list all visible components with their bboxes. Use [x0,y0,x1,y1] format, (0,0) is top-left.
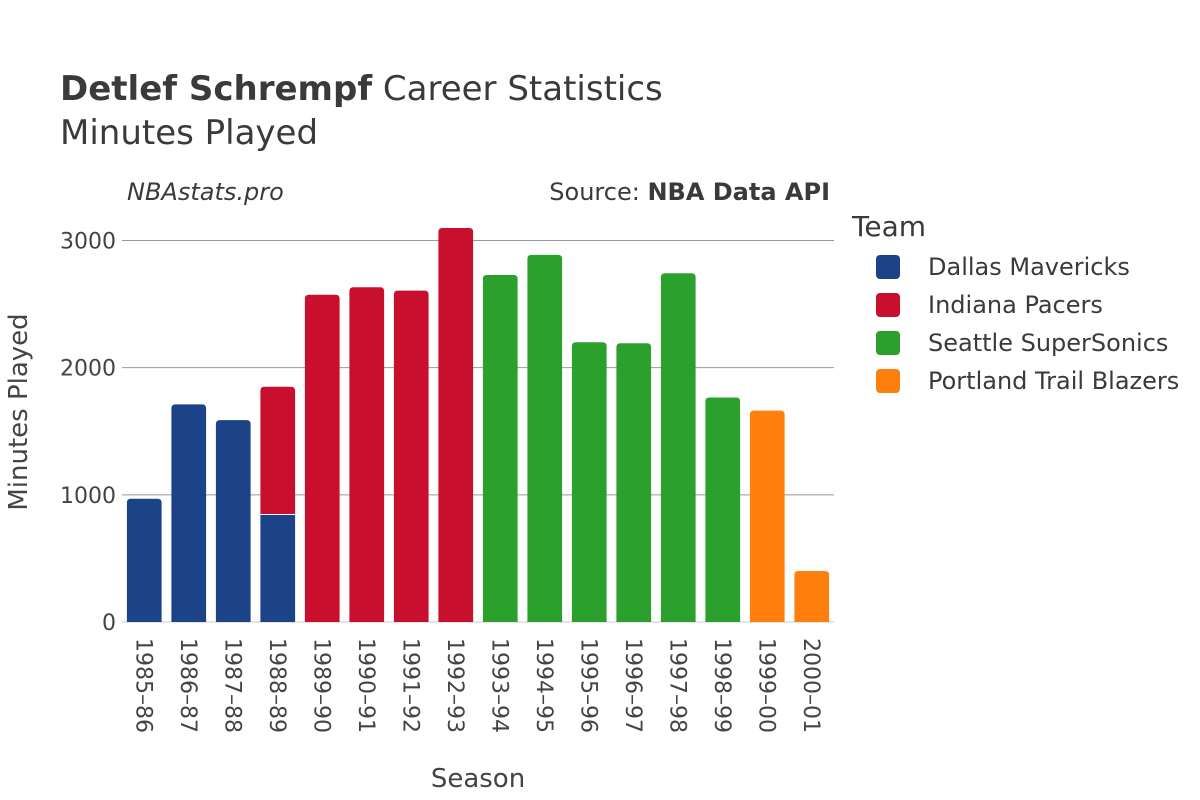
legend-label: Indiana Pacers [928,291,1103,319]
bar [349,287,385,622]
x-tick-label: 1994–95 [531,638,556,733]
x-tick-label: 1985–86 [130,638,155,733]
x-axis-ticks: 1985–86 1986–87 1987–88 1988–89 1989–90 1990–… [130,638,823,733]
bar [171,404,207,622]
bar [794,570,830,622]
bar [393,290,429,622]
x-tick-label: 1996–97 [620,638,645,733]
x-tick-label: 1999–00 [753,638,778,733]
legend-label: Seattle SuperSonics [928,329,1168,357]
bar [304,294,340,622]
legend-label: Dallas Mavericks [928,253,1130,281]
bar [482,275,518,622]
bar [749,410,785,622]
bar [571,342,607,622]
chart-title-bold: Detlef Schrempf [60,69,373,109]
bar [215,420,251,622]
legend-swatch [876,255,900,279]
x-tick-label: 2000–01 [798,638,823,733]
bar [260,514,296,622]
legend-item[interactable]: Dallas Mavericks [876,253,1130,281]
legend-label: Portland Trail Blazers [928,367,1179,395]
x-tick-label: 1989–90 [308,638,333,733]
bar [660,273,696,622]
x-tick-label: 1990–91 [353,638,378,733]
x-tick-label: 1987–88 [219,638,244,733]
legend-item[interactable]: Seattle SuperSonics [876,329,1168,357]
y-axis-title: Minutes Played [4,313,34,510]
legend-item[interactable]: Portland Trail Blazers [876,367,1179,395]
legend: Dallas Mavericks Indiana Pacers Seattle Su… [876,253,1179,395]
x-tick-label: 1988–89 [264,638,289,733]
y-tick-label: 0 [102,611,116,636]
x-tick-label: 1986–87 [175,638,200,733]
x-axis-title: Season [431,764,525,794]
bar [126,498,162,622]
chart-title: Detlef Schrempf Career Statistics [60,69,663,109]
y-tick-label: 1000 [60,484,116,509]
legend-swatch [876,331,900,355]
y-tick-label: 2000 [60,357,116,382]
watermark: NBAstats.pro [127,178,284,206]
bars [126,227,830,622]
chart-title-rest: Career Statistics [372,69,663,109]
bar [705,397,741,622]
source-prefix: Source: [549,178,647,206]
source-credit: Source: NBA Data API [549,178,830,206]
x-tick-label: 1997–98 [664,638,689,733]
bar [527,254,563,622]
x-tick-label: 1993–94 [486,638,511,733]
bar [616,343,652,622]
legend-swatch [876,293,900,317]
y-tick-label: 3000 [60,229,116,254]
legend-item[interactable]: Indiana Pacers [876,291,1103,319]
x-tick-label: 1998–99 [709,638,734,733]
legend-swatch [876,369,900,393]
x-tick-label: 1992–93 [442,638,467,733]
x-tick-label: 1991–92 [397,638,422,733]
source-name: NBA Data API [647,178,830,206]
chart-subtitle: Minutes Played [60,113,318,153]
legend-title: Team [851,210,926,243]
y-axis-ticks: 0 1000 2000 3000 [60,229,116,636]
bar [438,227,474,622]
x-tick-label: 1995–96 [575,638,600,733]
bar [260,386,296,515]
